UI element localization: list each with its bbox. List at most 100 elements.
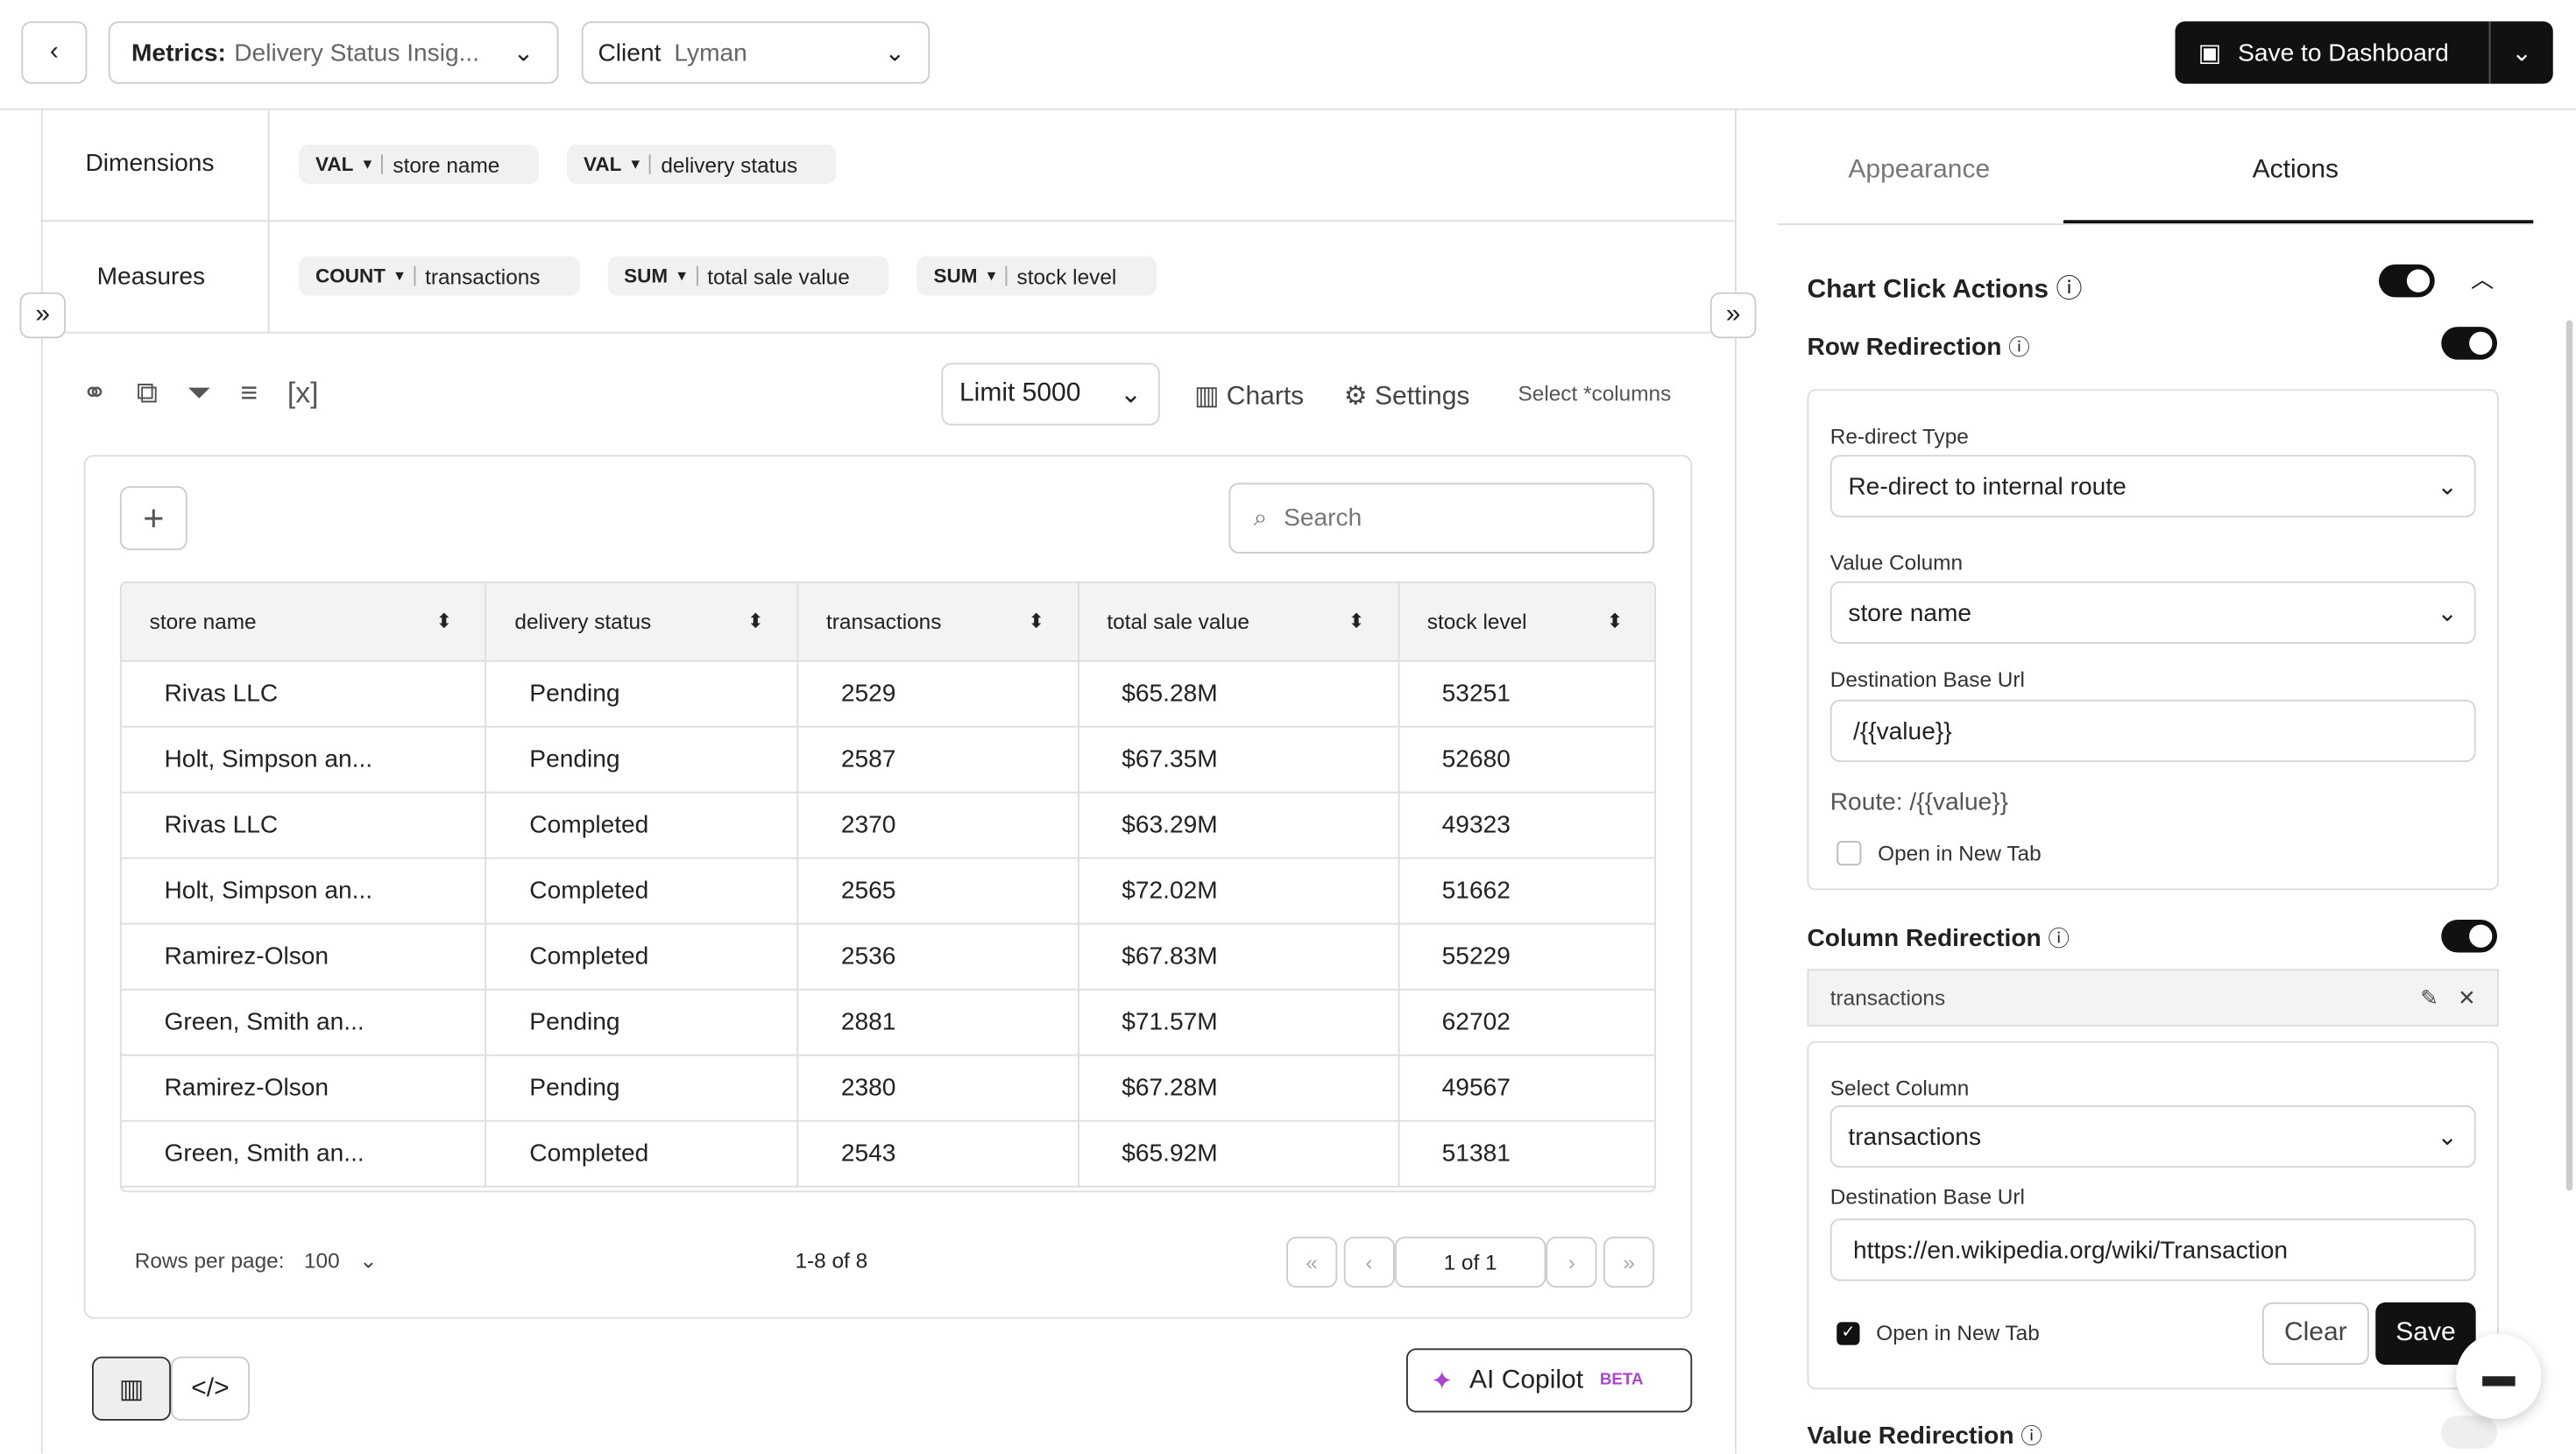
column-redirection-box [1807,1041,2499,1390]
metrics-dropdown[interactable]: Metrics: Delivery Status Insig... ⌄ [108,21,559,84]
cell: 2536 [796,922,1079,991]
field-pill[interactable]: SUM ▾ stock level [916,256,1157,296]
prev-page[interactable]: ‹ [1343,1236,1395,1288]
rows-per-page: Rows per page: 100 ⌄ [135,1248,378,1274]
field-pill[interactable]: VAL ▾ store name [299,145,540,184]
new-tab-checkbox[interactable]: ✓ Open in New Tab [1836,1321,2040,1345]
label: Open in New Tab [1876,1320,2040,1345]
back-button[interactable]: ‹ [21,21,88,84]
expand-left[interactable]: » [19,292,66,339]
tab[interactable]: Actions [2252,156,2339,184]
sort-icon: ⬍ [1348,609,1365,632]
label: Save to Dashboard [2238,39,2449,67]
code-view[interactable]: </> [171,1356,250,1421]
toggle[interactable] [2379,264,2435,298]
separator [696,265,697,286]
field-pill[interactable]: COUNT ▾ transactions [299,256,580,296]
first-page[interactable]: « [1286,1236,1338,1288]
cell: 62702 [1398,988,1655,1056]
chat-launcher[interactable]: ▬ [2456,1333,2542,1419]
column-header[interactable]: stock level ⬍ [1398,582,1655,662]
field-pill[interactable]: SUM ▾ total sale value [607,256,889,296]
cell: 55229 [1398,922,1655,991]
redirect-type-select[interactable]: Re-direct to internal route ⌄ [1829,455,2476,518]
toggle[interactable] [2441,1415,2497,1449]
column-header[interactable]: delivery status ⬍ [485,582,799,662]
column-header[interactable]: store name ⬍ [121,582,487,662]
value: https://en.wikipedia.org/wiki/Transactio… [1853,1235,2289,1264]
tab[interactable]: Appearance [1848,156,1991,184]
search-input[interactable]: ⌕ Search [1228,483,1655,554]
decoration: ▣ [2197,39,2222,67]
toggle[interactable] [2441,920,2497,953]
add-button[interactable]: + [119,486,188,551]
join[interactable]: ⚭ [81,376,108,409]
column-header[interactable]: total sale value ⬍ [1077,582,1399,662]
field: delivery status [661,152,798,177]
table-row[interactable]: Green, Smith an... Completed 2543 $65.92M 51… [121,1119,1655,1188]
clear-button[interactable]: Clear [2261,1302,2369,1366]
remove[interactable]: ✕ [2458,985,2476,1010]
expand-right[interactable]: » [1709,292,1757,339]
field: store name [393,152,500,177]
copy[interactable]: ⧉ [136,376,158,409]
column-header[interactable]: transactions ⬍ [796,582,1079,662]
limit-dropdown[interactable]: Limit 5000 ⌄ [941,363,1160,426]
rows-per-page-select[interactable]: 100 [303,1248,340,1274]
save-button[interactable]: Save [2375,1302,2476,1366]
decoration: ✦ [1431,1366,1454,1395]
chart-view[interactable]: ▥ [92,1356,171,1421]
table-row[interactable]: Rivas LLC Completed 2370 $63.29M 49323 [121,791,1655,859]
select-columns[interactable]: Select *columns [1518,381,1672,406]
label: delivery status [514,609,652,634]
save-to-dashboard[interactable]: ▣ Save to Dashboard ⌄ [2175,21,2553,84]
sort-icon: ⬍ [1028,609,1045,632]
caret: ▾ [395,266,404,286]
cell: $65.28M [1077,660,1399,728]
field-pill[interactable]: VAL ▾ delivery status [567,145,838,184]
table-row[interactable]: Holt, Simpson an... Pending 2587 $67.35M 526… [121,725,1655,794]
select-column[interactable]: transactions ⌄ [1829,1105,2476,1168]
cell: Ramirez-Olson [121,1054,487,1122]
ai-copilot[interactable]: ✦ AI Copilot BETA [1406,1348,1693,1413]
cell: 2529 [796,660,1079,728]
table-row[interactable]: Green, Smith an... Pending 2881 $71.57M 6270… [121,988,1655,1056]
base-url-input[interactable]: /{{value}} [1829,699,2476,762]
decoration: ⌄ [2437,1123,2458,1152]
edit[interactable]: ✎ [2420,985,2438,1010]
new-tab-checkbox[interactable]: Open in New Tab [1836,841,2042,866]
variables[interactable]: [x] [287,376,319,409]
decoration: ⌄ [513,39,534,67]
label: store name [149,609,257,634]
charts-button[interactable]: ▥ Charts [1194,382,1305,411]
divider [40,331,1735,334]
label: Chart Click Actions [1807,276,2049,304]
label: total sale value [1107,609,1249,634]
toggle[interactable] [2441,327,2497,360]
tab-divider [1777,223,2534,225]
decoration: ⌄ [2488,21,2553,84]
table-row[interactable]: Ramirez-Olson Pending 2380 $67.28M 49567 [121,1054,1655,1122]
dimensions-label: Dimensions [85,149,215,178]
decoration: ⓘ [2020,1423,2042,1449]
settings-button[interactable]: ⚙ Settings [1343,382,1470,411]
cell: $63.29M [1077,791,1399,859]
aggregation: SUM [624,264,669,288]
cell: 52680 [1398,725,1655,794]
next-page[interactable]: › [1546,1236,1597,1288]
client-dropdown[interactable]: Client Lyman ⌄ [581,21,931,84]
table-row[interactable]: Ramirez-Olson Completed 2536 $67.83M 55229 [121,922,1655,991]
sort[interactable]: ≡ [240,376,258,409]
last-page[interactable]: » [1603,1236,1655,1288]
cell: Green, Smith an... [121,988,487,1056]
table-row[interactable]: Rivas LLC Pending 2529 $65.28M 53251 [121,660,1655,728]
sort-icon: ⬍ [1606,609,1624,632]
table-wrap: store name ⬍ delivery status ⬍ transactions ⬍… [119,581,1656,1193]
label: Client [598,39,662,67]
filter[interactable]: ⏷ [187,376,211,409]
cell: Rivas LLC [121,660,487,728]
table-row[interactable]: Holt, Simpson an... Completed 2565 $72.02M 5… [121,857,1655,925]
base-url-input[interactable]: https://en.wikipedia.org/wiki/Transactio… [1829,1218,2476,1281]
value-column-select[interactable]: store name ⌄ [1829,581,2476,644]
collapse[interactable]: ︿ [2471,265,2495,293]
